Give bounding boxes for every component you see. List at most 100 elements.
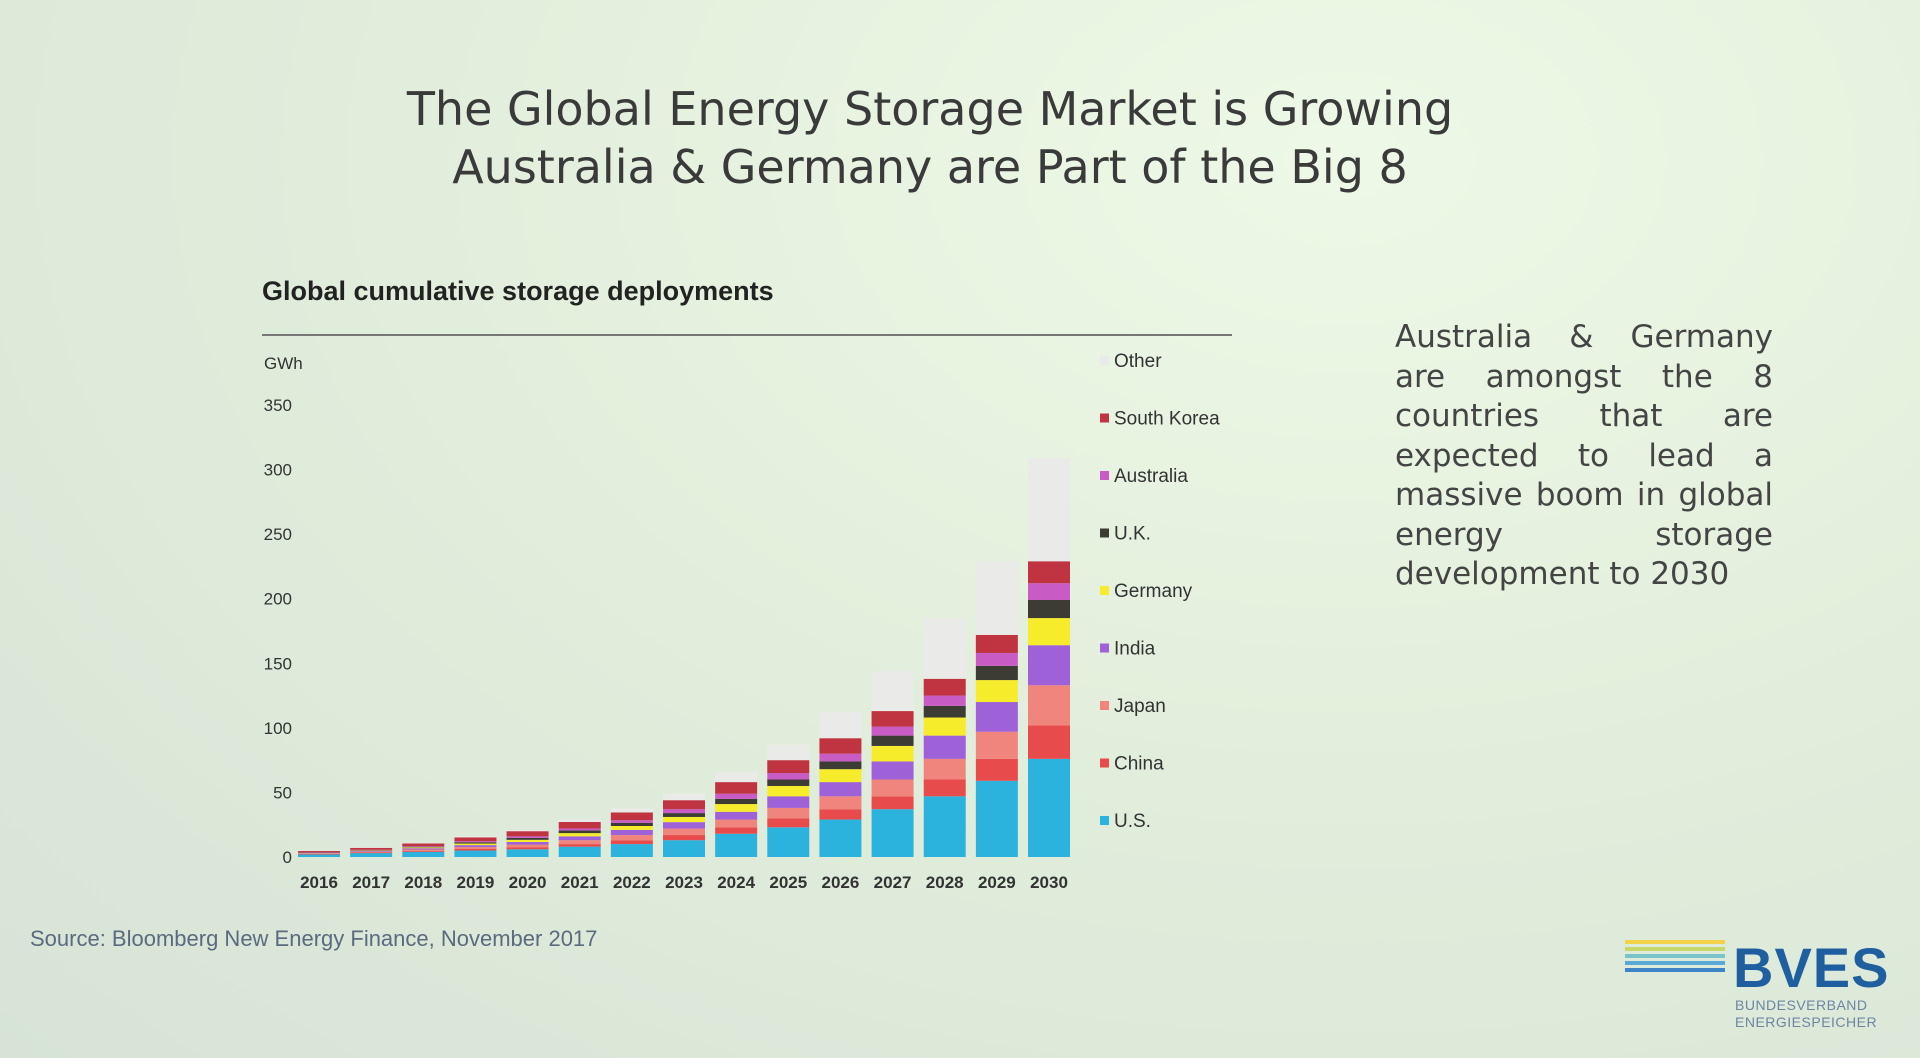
bar-segment-japan (558, 840, 601, 845)
bar-segment-u-s- (558, 846, 601, 857)
bar-segment-u-s- (767, 827, 810, 857)
bar-segment-germany (298, 852, 340, 854)
bar-segment-china (871, 796, 914, 810)
logo-stripe (1625, 940, 1725, 944)
bar-segment-u-k- (454, 842, 497, 844)
bar-segment-south-korea (767, 760, 810, 774)
y-axis-unit-label: GWh (264, 354, 303, 373)
legend-swatch (1100, 586, 1109, 595)
bar-segment-india (923, 735, 966, 759)
bar-segment-germany (715, 804, 758, 812)
bar-segment-india (454, 845, 497, 848)
bar-segment-south-korea (298, 850, 340, 853)
slide-title: The Global Energy Storage Market is Grow… (0, 80, 1860, 196)
legend-swatch (1100, 758, 1109, 768)
bar-segment-australia (923, 695, 966, 706)
bar-segment-south-korea (923, 678, 966, 696)
bar-segment-australia (871, 726, 914, 736)
y-tick-label: 50 (273, 783, 292, 802)
y-tick-label: 100 (264, 719, 292, 738)
bar-segment-china (715, 827, 758, 834)
bar-segment-u-k- (663, 813, 705, 817)
bar-segment-china (402, 850, 445, 852)
bar-segment-australia (975, 652, 1018, 666)
bar-segment-u-s- (871, 809, 914, 857)
bar-segment-japan (767, 807, 810, 819)
y-tick-label: 350 (264, 396, 292, 415)
x-tick-label: 2018 (404, 873, 442, 892)
legend-item-label: India (1114, 639, 1156, 660)
x-tick-label: 2017 (352, 873, 390, 892)
bar-segment-australia (350, 849, 393, 851)
bar-segment-u-s- (298, 854, 340, 857)
bar-segment-germany (402, 847, 445, 849)
bar-segment-india (663, 822, 705, 829)
bar-segment-india (610, 829, 653, 836)
x-tick-label: 2030 (1030, 873, 1068, 892)
chart-title: Global cumulative storage deployments (262, 276, 774, 306)
bar-segment-japan (975, 731, 1018, 759)
bar-segment-other (454, 836, 497, 838)
bar-segment-u-k- (558, 830, 601, 834)
bar-segment-u-k- (715, 798, 758, 805)
bar-segment-india (506, 842, 549, 845)
legend-item-label: Other (1114, 351, 1162, 372)
legend-item-label: U.K. (1114, 524, 1151, 545)
bar-segment-other (975, 561, 1018, 635)
bar-segment-japan (1028, 685, 1070, 726)
bar-segment-australia (1028, 583, 1070, 601)
bar-segment-india (975, 702, 1018, 732)
x-tick-label: 2026 (822, 873, 860, 892)
bar-segment-u-k- (819, 761, 862, 770)
bar-segment-japan (923, 758, 966, 780)
bar-segment-india (558, 836, 601, 841)
bar-segment-germany (350, 850, 393, 852)
bar-segment-germany (819, 769, 862, 783)
bar-segment-other (402, 842, 445, 844)
bar-segment-u-s- (819, 819, 862, 857)
bar-segment-u-s- (350, 853, 393, 857)
y-tick-label: 150 (264, 654, 292, 673)
bar-segment-china (610, 840, 653, 845)
logo-subtitle-line1: BUNDESVERBAND (1735, 997, 1868, 1013)
bar-segment-other (715, 771, 758, 783)
bar-segment-china (767, 818, 810, 828)
bar-segment-australia (454, 841, 497, 843)
bar-segment-japan (402, 849, 445, 851)
x-tick-label: 2022 (613, 873, 651, 892)
bar-segment-japan (350, 851, 393, 853)
bar-segment-other (298, 850, 340, 852)
bar-segment-u-k- (402, 846, 445, 848)
legend-item-label: China (1114, 754, 1164, 775)
bar-segment-japan (298, 853, 340, 855)
logo-subtitle: BUNDESVERBAND ENERGIESPEICHER (1735, 997, 1877, 1031)
bar-segment-india (298, 853, 340, 854)
legend-swatch (1100, 471, 1109, 480)
bar-segment-other (767, 744, 810, 761)
bar-segment-australia (506, 836, 549, 838)
x-tick-label: 2025 (769, 873, 807, 892)
x-tick-label: 2020 (509, 873, 547, 892)
bar-segment-u-s- (715, 833, 758, 857)
bar-segment-u-s- (975, 780, 1018, 857)
bar-segment-u-s- (506, 849, 549, 857)
bar-segment-u-s- (610, 844, 653, 857)
bar-segment-china (298, 854, 340, 855)
bar-segment-u-k- (923, 705, 966, 718)
bar-segment-germany (454, 843, 497, 846)
legend-swatch (1100, 701, 1109, 710)
bar-segment-other (819, 712, 862, 739)
bar-segment-india (1028, 645, 1070, 686)
bar-segment-south-korea (871, 711, 914, 727)
y-tick-label: 200 (264, 590, 292, 609)
bves-logo: BVES BUNDESVERBAND ENERGIESPEICHER (1625, 935, 1915, 1045)
source-note: Source: Bloomberg New Energy Finance, No… (30, 926, 598, 951)
bar-segment-australia (715, 793, 758, 799)
bar-segment-germany (871, 745, 914, 762)
bar-segment-japan (454, 847, 497, 849)
bar-segment-china (923, 779, 966, 797)
bar-segment-japan (663, 828, 705, 836)
x-tick-label: 2024 (717, 873, 755, 892)
bar-segment-australia (558, 828, 601, 831)
bar-segment-germany (610, 826, 653, 830)
